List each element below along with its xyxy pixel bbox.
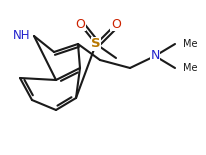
Text: Me: Me xyxy=(182,63,197,73)
Text: NH: NH xyxy=(12,29,30,42)
Text: Me: Me xyxy=(182,39,197,49)
Text: O: O xyxy=(111,18,120,31)
Text: S: S xyxy=(91,38,100,51)
Text: O: O xyxy=(75,18,84,31)
Text: N: N xyxy=(150,49,159,62)
